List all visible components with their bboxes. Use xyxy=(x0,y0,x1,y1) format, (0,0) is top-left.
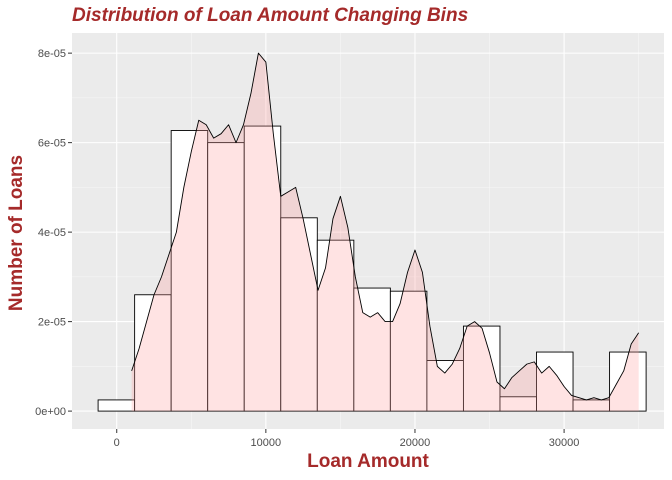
x-tick-label: 20000 xyxy=(400,437,431,449)
histogram-bar xyxy=(207,142,245,412)
x-axis: 0 10000 20000 30000 xyxy=(114,429,580,449)
y-axis-title: Number of Loans xyxy=(6,154,27,312)
histogram-bar xyxy=(134,294,172,412)
histogram-bar xyxy=(353,287,391,412)
y-tick-label: 8e-05 xyxy=(38,48,66,60)
x-tick-label: 10000 xyxy=(251,437,282,449)
histogram-bar xyxy=(97,399,136,412)
histogram-bar xyxy=(243,125,282,412)
x-tick-label: 0 xyxy=(114,437,120,449)
histogram-bar xyxy=(609,351,647,412)
histogram-bars xyxy=(97,125,647,412)
histogram-bar xyxy=(280,217,318,412)
density-area xyxy=(131,53,639,412)
y-tick-label: 4e-05 xyxy=(38,227,66,239)
histogram-bar xyxy=(316,239,355,412)
histogram-bar xyxy=(536,351,574,412)
y-tick-label: 2e-05 xyxy=(38,317,66,329)
y-tick-label: 6e-05 xyxy=(38,138,66,150)
density-line xyxy=(131,52,640,401)
x-axis-title: Loan Amount xyxy=(307,451,429,472)
density-curve-group xyxy=(131,52,640,412)
histogram-bar xyxy=(389,290,428,412)
chart-title: Distribution of Loan Amount Changing Bin… xyxy=(72,5,469,26)
y-axis: 0e+00 2e-05 4e-05 6e-05 8e-05 xyxy=(35,48,72,418)
y-tick-label: 0e+00 xyxy=(35,406,66,418)
histogram-bar xyxy=(426,360,464,412)
histogram-bar xyxy=(170,130,209,412)
x-tick-label: 30000 xyxy=(549,437,580,449)
